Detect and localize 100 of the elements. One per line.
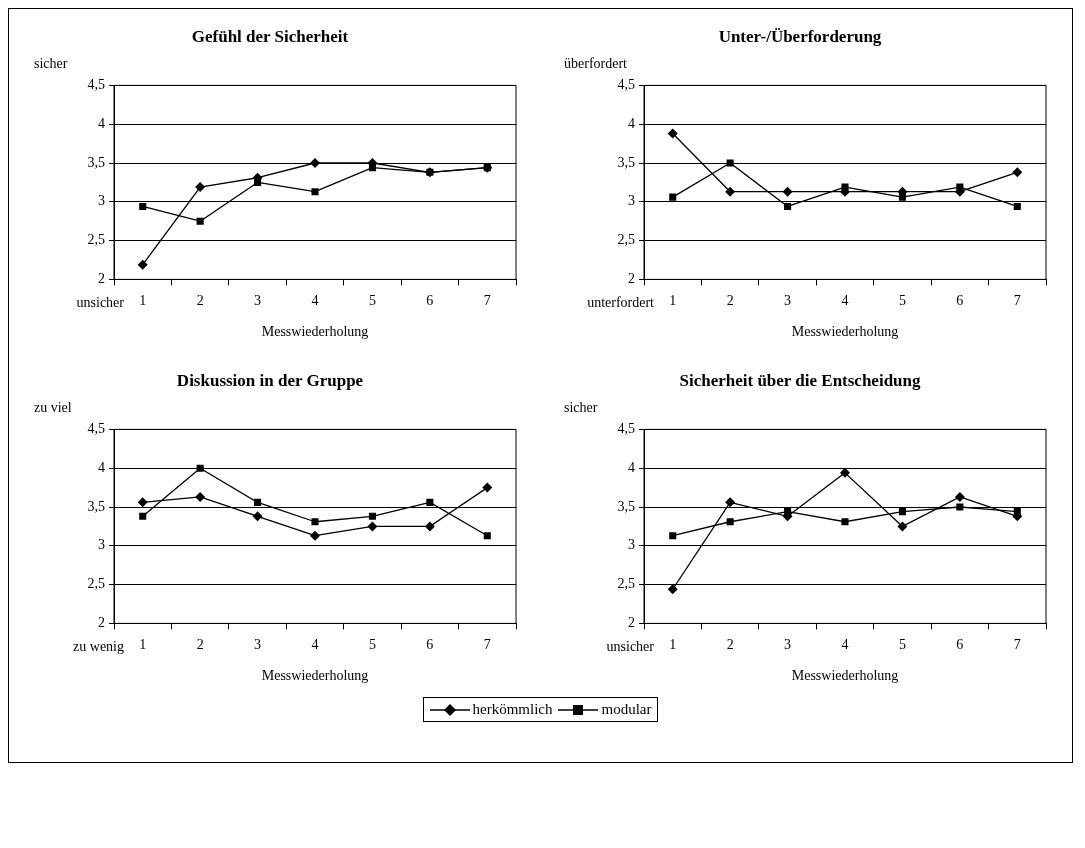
x-axis-title: Messwiederholung bbox=[791, 668, 898, 684]
point bbox=[896, 521, 907, 532]
x-tick-label: 7 bbox=[483, 637, 491, 653]
x-tick-label: 2 bbox=[726, 637, 734, 653]
x-tick-label: 6 bbox=[425, 637, 433, 653]
x-tick-label: 5 bbox=[898, 637, 906, 653]
x-tick-label: 3 bbox=[253, 293, 261, 309]
y-tick-label: 3 bbox=[627, 193, 635, 209]
chart-title: Gefühl der Sicherheit bbox=[191, 26, 349, 46]
x-tick-label: 3 bbox=[253, 637, 261, 653]
y-tick-label: 2 bbox=[97, 271, 105, 287]
point bbox=[424, 521, 435, 532]
y-tick-label: 2 bbox=[627, 271, 635, 287]
point bbox=[196, 217, 204, 225]
y-tick-label: 2,5 bbox=[87, 576, 105, 592]
point bbox=[1011, 167, 1022, 178]
y-tick-label: 4,5 bbox=[87, 77, 105, 93]
point bbox=[839, 467, 850, 478]
x-tick-label: 1 bbox=[668, 293, 676, 309]
point bbox=[726, 159, 734, 167]
y-tick-label: 3,5 bbox=[617, 154, 635, 170]
y-tick-label: 2,5 bbox=[617, 576, 635, 592]
chart-title: Sicherheit über die Entscheidung bbox=[678, 370, 921, 390]
point bbox=[309, 158, 320, 168]
point bbox=[310, 518, 319, 526]
point bbox=[898, 508, 906, 516]
point bbox=[138, 202, 146, 210]
x-tick-label: 5 bbox=[368, 637, 376, 653]
point bbox=[840, 518, 849, 526]
y-tick-label: 2 bbox=[627, 615, 635, 631]
chart-title: Diskussion in der Gruppe bbox=[176, 370, 364, 390]
y-tick-label: 2,5 bbox=[617, 232, 635, 248]
y-tick-label: 4 bbox=[97, 459, 105, 475]
x-tick-label: 6 bbox=[955, 637, 963, 653]
point bbox=[668, 532, 676, 540]
y-tick-label: 3 bbox=[97, 193, 105, 209]
x-tick-label: 1 bbox=[138, 637, 146, 653]
y-tick-label: 4,5 bbox=[617, 77, 635, 93]
x-tick-label: 1 bbox=[138, 293, 146, 309]
text: unsicher bbox=[76, 295, 124, 311]
x-tick-label: 3 bbox=[783, 293, 791, 309]
point bbox=[726, 518, 734, 526]
x-tick-label: 6 bbox=[955, 293, 963, 309]
legend-label: modular bbox=[601, 701, 652, 718]
y-tick-label: 3,5 bbox=[617, 498, 635, 514]
point bbox=[481, 482, 492, 493]
point bbox=[724, 497, 735, 508]
point bbox=[955, 503, 963, 511]
y-axis-title: sicher bbox=[33, 56, 68, 72]
point bbox=[194, 491, 205, 502]
x-tick-label: 2 bbox=[196, 637, 204, 653]
x-tick-label: 6 bbox=[425, 293, 433, 309]
x-tick-label: 4 bbox=[311, 293, 318, 309]
x-tick-label: 4 bbox=[311, 637, 318, 653]
x-tick-label: 1 bbox=[668, 637, 676, 653]
y-tick-label: 2,5 bbox=[87, 232, 105, 248]
text: unterfordert bbox=[586, 295, 654, 311]
legend-label: herkömmlich bbox=[472, 701, 553, 718]
point bbox=[309, 530, 320, 541]
y-tick-label: 3,5 bbox=[87, 498, 105, 514]
x-tick-label: 2 bbox=[196, 293, 204, 309]
point bbox=[368, 512, 376, 520]
point bbox=[196, 464, 204, 472]
y-axis-title: zu viel bbox=[33, 400, 72, 416]
chart-title: Unter-/Überforderung bbox=[718, 26, 882, 46]
point bbox=[668, 193, 676, 201]
point bbox=[253, 498, 261, 506]
point bbox=[667, 128, 678, 139]
x-axis-title: Messwiederholung bbox=[791, 324, 898, 340]
point bbox=[782, 186, 793, 197]
y-axis-title: überfordert bbox=[563, 56, 627, 72]
x-tick-label: 3 bbox=[783, 637, 791, 653]
text: zu wenig bbox=[72, 639, 124, 655]
point bbox=[137, 259, 148, 270]
x-tick-label: 5 bbox=[368, 293, 376, 309]
point bbox=[483, 532, 491, 540]
point bbox=[310, 188, 319, 196]
x-tick-label: 7 bbox=[483, 293, 491, 309]
x-tick-label: 5 bbox=[898, 293, 906, 309]
point bbox=[366, 521, 377, 532]
x-tick-label: 7 bbox=[1013, 293, 1021, 309]
x-tick-label: 2 bbox=[726, 293, 734, 309]
y-tick-label: 4,5 bbox=[617, 421, 635, 437]
x-axis-title: Messwiederholung bbox=[261, 324, 368, 340]
x-tick-label: 7 bbox=[1013, 637, 1021, 653]
point bbox=[724, 186, 735, 197]
point bbox=[954, 491, 965, 502]
y-axis-title: sicher bbox=[563, 400, 598, 416]
x-tick-label: 4 bbox=[841, 637, 848, 653]
point bbox=[137, 497, 148, 508]
point bbox=[783, 202, 791, 210]
point bbox=[667, 584, 678, 595]
point bbox=[1013, 202, 1021, 210]
x-tick-label: 4 bbox=[841, 293, 848, 309]
point bbox=[252, 511, 263, 522]
text: unsicher bbox=[606, 639, 654, 655]
y-tick-label: 4 bbox=[627, 459, 635, 475]
y-tick-label: 4,5 bbox=[87, 421, 105, 437]
point bbox=[138, 512, 146, 520]
point bbox=[425, 498, 433, 506]
